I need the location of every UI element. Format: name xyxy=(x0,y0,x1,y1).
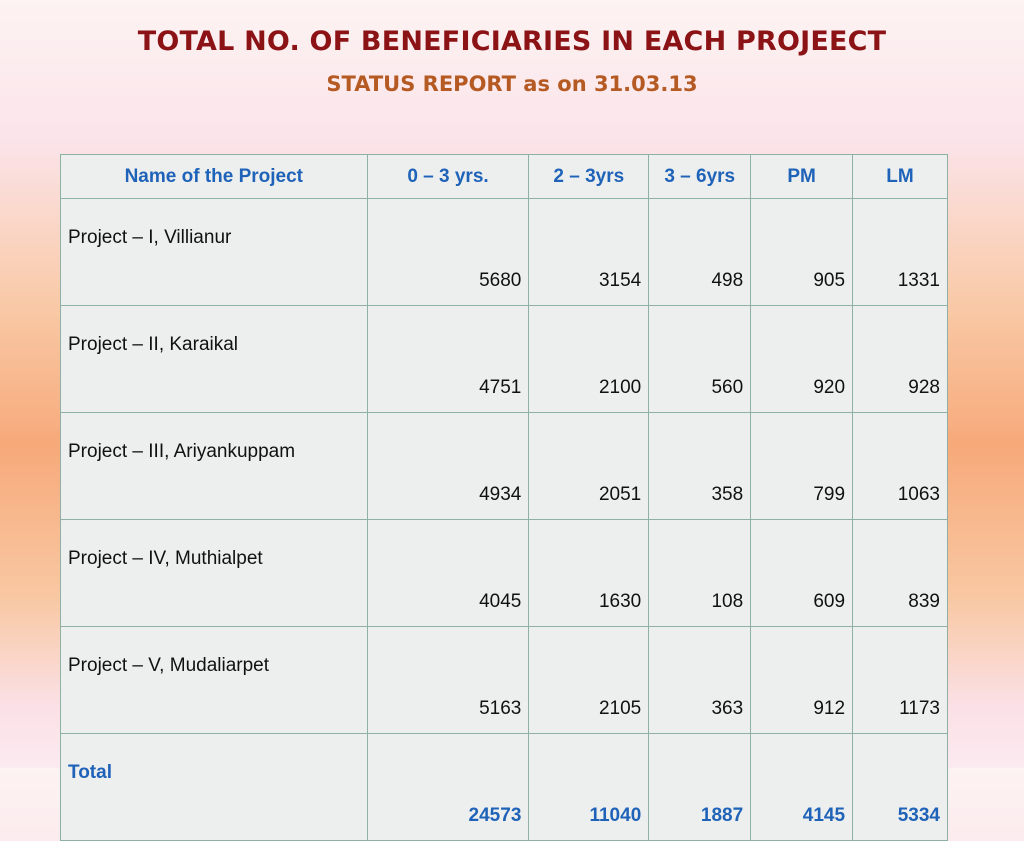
project-name-cell: Project – III, Ariyankuppam xyxy=(60,412,368,520)
header-0-3-yrs: 0 – 3 yrs. xyxy=(366,154,530,199)
value-cell: 498 xyxy=(648,198,752,306)
value-cell: 839 xyxy=(852,519,948,627)
total-label: Total xyxy=(60,733,368,841)
value-cell: 920 xyxy=(750,305,854,413)
project-name-cell: Project – II, Karaikal xyxy=(60,305,368,413)
value-cell: 1630 xyxy=(528,519,650,627)
value-cell: 363 xyxy=(648,626,752,734)
value-cell: 1331 xyxy=(852,198,948,306)
project-name-cell: Project – I, Villianur xyxy=(60,198,368,306)
project-name-cell: Project – IV, Muthialpet xyxy=(60,519,368,627)
value-cell: 1063 xyxy=(852,412,948,520)
value-cell: 799 xyxy=(750,412,854,520)
header-pm: PM xyxy=(750,154,854,199)
value-cell: 4934 xyxy=(366,412,530,520)
value-cell: 2105 xyxy=(528,626,650,734)
header-row: Name of the Project 0 – 3 yrs. 2 – 3yrs … xyxy=(60,154,948,199)
total-value-cell: 1887 xyxy=(648,733,752,841)
table-row: Project – V, Mudaliarpet 5163 2105 363 9… xyxy=(60,626,948,734)
value-cell: 4751 xyxy=(366,305,530,413)
value-cell: 358 xyxy=(648,412,752,520)
table-row: Project – III, Ariyankuppam 4934 2051 35… xyxy=(60,412,948,520)
value-cell: 1173 xyxy=(852,626,948,734)
header-project-name: Name of the Project xyxy=(60,154,368,199)
value-cell: 609 xyxy=(750,519,854,627)
total-value-cell: 24573 xyxy=(366,733,530,841)
slide-subtitle: STATUS REPORT as on 31.03.13 xyxy=(326,72,698,96)
value-cell: 108 xyxy=(648,519,752,627)
value-cell: 912 xyxy=(750,626,854,734)
value-cell: 3154 xyxy=(528,198,650,306)
project-name-cell: Project – V, Mudaliarpet xyxy=(60,626,368,734)
header-lm: LM xyxy=(852,154,948,199)
total-value-cell: 4145 xyxy=(750,733,854,841)
value-cell: 5680 xyxy=(366,198,530,306)
total-value-cell: 11040 xyxy=(528,733,650,841)
value-cell: 905 xyxy=(750,198,854,306)
value-cell: 2100 xyxy=(528,305,650,413)
table-row: Project – II, Karaikal 4751 2100 560 920… xyxy=(60,305,948,413)
slide-title: TOTAL NO. OF BENEFICIARIES IN EACH PROJE… xyxy=(137,26,887,57)
total-value-cell: 5334 xyxy=(852,733,948,841)
value-cell: 928 xyxy=(852,305,948,413)
header-3-6-yrs: 3 – 6yrs xyxy=(648,154,752,199)
header-2-3-yrs: 2 – 3yrs xyxy=(528,154,650,199)
beneficiaries-table: Name of the Project 0 – 3 yrs. 2 – 3yrs … xyxy=(60,154,948,841)
value-cell: 560 xyxy=(648,305,752,413)
table-row: Project – I, Villianur 5680 3154 498 905… xyxy=(60,198,948,306)
value-cell: 4045 xyxy=(366,519,530,627)
table-row: Project – IV, Muthialpet 4045 1630 108 6… xyxy=(60,519,948,627)
total-row: Total 24573 11040 1887 4145 5334 xyxy=(60,733,948,841)
value-cell: 2051 xyxy=(528,412,650,520)
value-cell: 5163 xyxy=(366,626,530,734)
